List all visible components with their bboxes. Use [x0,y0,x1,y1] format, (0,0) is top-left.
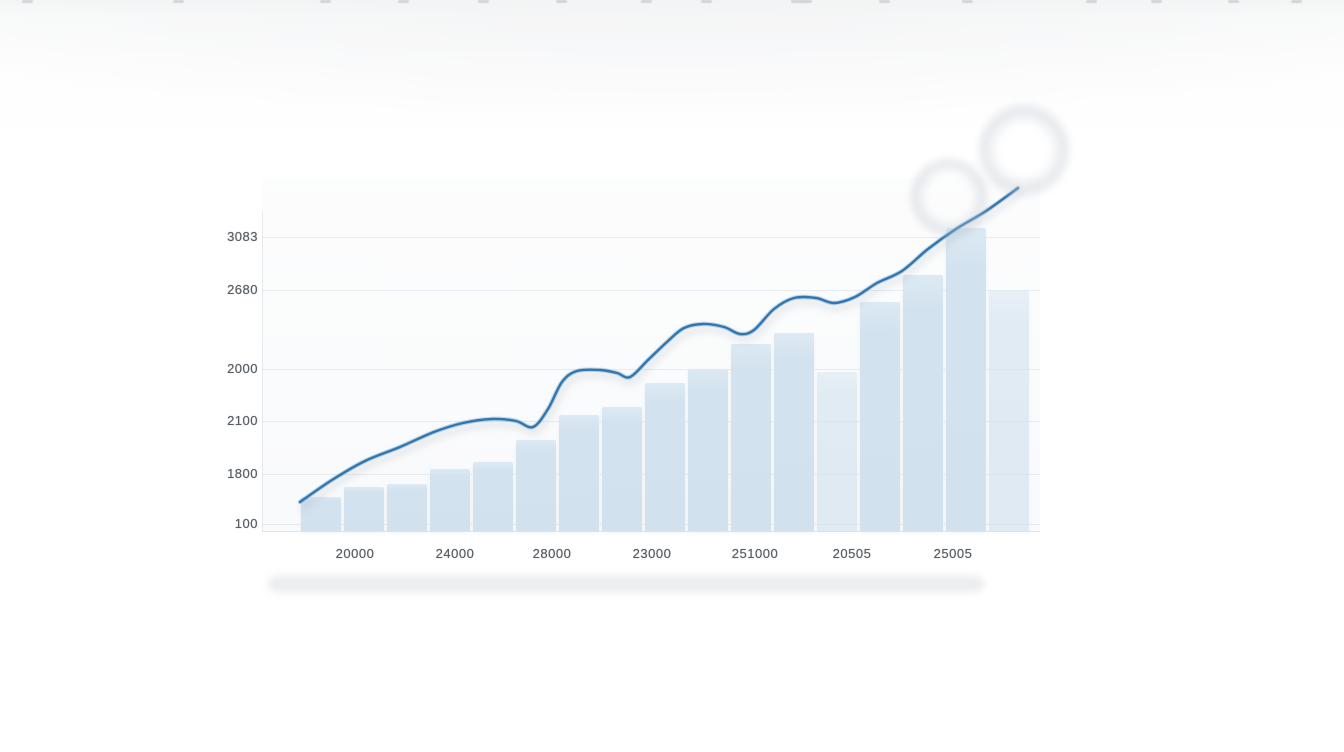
y-axis-line [262,212,263,531]
top-edge-mark [879,0,890,3]
gridline [262,369,1040,370]
bar [473,462,513,531]
y-tick-label: 2000 [227,361,258,376]
x-tick-label: 23000 [632,546,672,561]
top-edge-mark [1151,0,1162,3]
bar [301,497,341,531]
top-edge-mark [801,0,812,3]
y-tick-label: 100 [234,516,258,531]
top-edge-mark [962,0,973,3]
chart-drop-shadow [268,576,984,592]
bar [946,228,986,531]
top-edge-mark [701,0,712,3]
bar [860,302,900,531]
gridline [262,290,1040,291]
top-edge-marks [0,0,1344,10]
top-edge-mark [22,0,33,3]
x-tick-label: 20505 [832,546,872,561]
y-tick-label: 2100 [227,413,258,428]
gridline [262,237,1040,238]
top-edge-mark [1086,0,1097,3]
bar [817,372,857,531]
bar [559,415,599,531]
bar [731,344,771,531]
top-edge-mark [173,0,184,3]
bar [430,469,470,531]
trend-line-halo [297,185,1021,505]
bar [602,407,642,531]
decorative-blob-icon [976,102,1072,198]
top-edge-mark [398,0,409,3]
bar [688,369,728,531]
x-tick-label: 28000 [532,546,572,561]
x-tick-label: 251000 [731,546,779,561]
top-edge-mark [478,0,489,3]
bar [387,484,427,531]
top-edge-mark [556,0,567,3]
trend-line [298,186,1020,504]
bar [645,383,685,531]
top-edge-mark [641,0,652,3]
top-edge-mark [320,0,331,3]
top-edge-mark [1291,0,1302,3]
x-tick-label: 25005 [933,546,973,561]
y-tick-label: 3083 [227,229,258,244]
top-edge-mark [791,0,802,3]
x-axis-line [262,531,1040,532]
y-tick-label: 2680 [227,282,258,297]
bar [344,487,384,531]
decorative-blob-icon [908,156,990,238]
x-tick-label: 20000 [335,546,375,561]
bar [989,290,1029,531]
bar [774,333,814,531]
y-tick-label: 1800 [227,466,258,481]
top-edge-mark [1228,0,1239,3]
bar [516,440,556,531]
x-tick-label: 24000 [435,546,475,561]
bar [903,275,943,531]
